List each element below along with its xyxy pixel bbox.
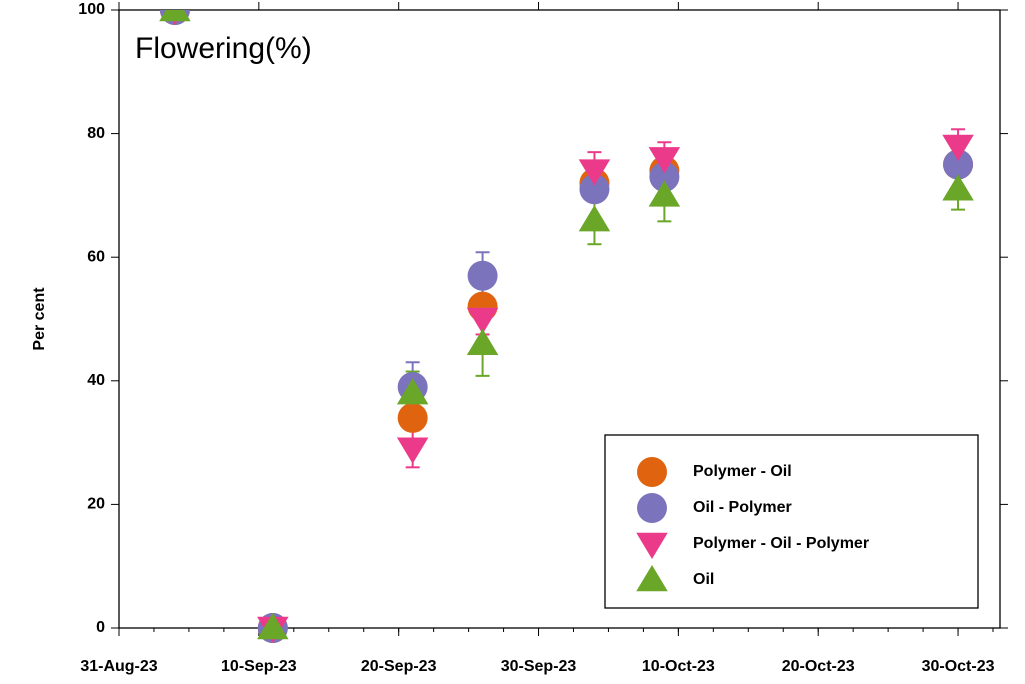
marker [943, 149, 974, 180]
y-tick-label: 60 [87, 248, 105, 265]
marker [636, 565, 668, 592]
x-tick-label: 30-Sep-23 [501, 658, 577, 675]
plot-frame [118, 9, 1001, 629]
y-tick-label: 100 [78, 1, 105, 18]
marker [467, 260, 498, 291]
marker [396, 437, 429, 464]
legend-label: Polymer - Oil [693, 463, 792, 480]
y-tick-label: 80 [87, 125, 105, 142]
marker [578, 159, 611, 186]
marker [648, 180, 681, 207]
y-tick-label: 40 [87, 372, 105, 389]
x-tick-label: 31-Aug-23 [80, 658, 157, 675]
legend-label: Oil [693, 571, 714, 588]
marker [637, 493, 667, 523]
marker [159, 10, 191, 22]
y-axis-label: Per cent [31, 287, 48, 351]
chart-annotation: Flowering(%) [135, 32, 312, 65]
x-tick-label: 20-Sep-23 [361, 658, 437, 675]
x-tick-label: 10-Oct-23 [642, 658, 715, 675]
legend-box [604, 434, 979, 609]
marker [578, 205, 611, 232]
legend-label: Oil - Polymer [693, 499, 792, 516]
marker [466, 328, 499, 355]
marker [637, 457, 667, 487]
points [159, 10, 974, 643]
marker [579, 174, 610, 205]
marker [397, 402, 428, 433]
x-tick-label: 20-Oct-23 [782, 658, 855, 675]
marker [942, 174, 974, 201]
legend-label: Polymer - Oil - Polymer [693, 535, 869, 552]
marker [257, 613, 289, 640]
x-tick-label: 30-Oct-23 [922, 658, 995, 675]
x-tick-label: 10-Sep-23 [221, 658, 297, 675]
marker [648, 147, 681, 174]
marker [942, 134, 974, 161]
marker [396, 378, 429, 405]
y-tick-label: 20 [87, 496, 105, 513]
marker [466, 307, 499, 334]
marker [636, 532, 668, 559]
y-tick-label: 0 [96, 619, 105, 636]
marker [649, 161, 680, 192]
